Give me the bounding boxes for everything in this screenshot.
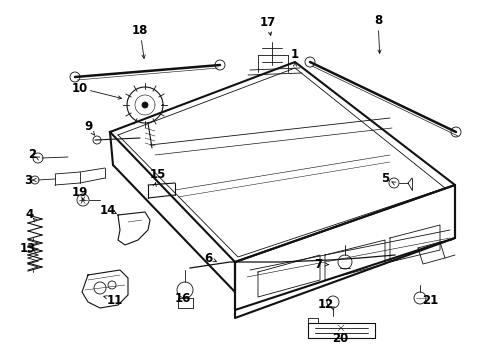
Text: 10: 10 — [72, 81, 88, 94]
Text: 9: 9 — [84, 121, 92, 134]
Text: 5: 5 — [381, 171, 389, 184]
Text: 18: 18 — [132, 23, 148, 36]
Text: 16: 16 — [175, 292, 191, 305]
Circle shape — [142, 102, 148, 108]
Text: 3: 3 — [24, 174, 32, 186]
Text: 17: 17 — [260, 15, 276, 28]
Text: 4: 4 — [26, 208, 34, 221]
Text: 7: 7 — [314, 257, 322, 270]
Text: 2: 2 — [28, 148, 36, 162]
Text: 14: 14 — [100, 203, 116, 216]
Text: 20: 20 — [332, 332, 348, 345]
Text: 12: 12 — [318, 298, 334, 311]
Text: 8: 8 — [374, 13, 382, 27]
Text: 1: 1 — [291, 49, 299, 62]
Text: 11: 11 — [107, 293, 123, 306]
Text: 21: 21 — [422, 293, 438, 306]
Text: 15: 15 — [150, 168, 166, 181]
Text: 13: 13 — [20, 242, 36, 255]
Text: 6: 6 — [204, 252, 212, 265]
Text: 19: 19 — [72, 185, 88, 198]
